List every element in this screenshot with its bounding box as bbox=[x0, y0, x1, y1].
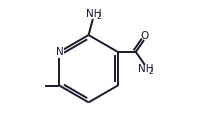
Text: 2: 2 bbox=[149, 67, 153, 76]
Text: NH: NH bbox=[138, 64, 153, 74]
Text: 2: 2 bbox=[97, 12, 102, 21]
Text: N: N bbox=[56, 47, 63, 57]
Text: O: O bbox=[140, 31, 149, 41]
Text: NH: NH bbox=[86, 9, 101, 19]
